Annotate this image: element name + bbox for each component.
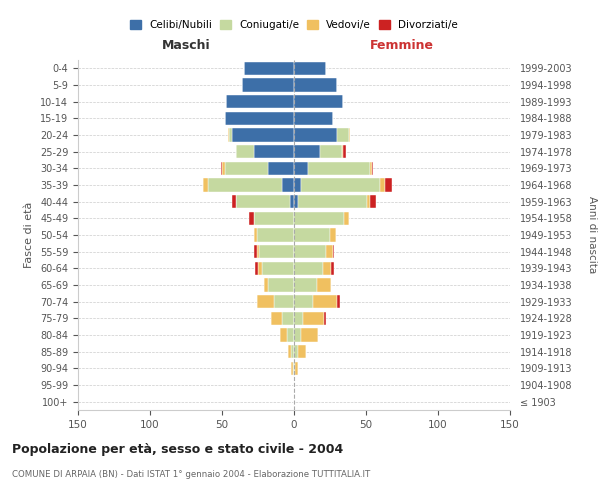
Bar — [242, 78, 294, 92]
Bar — [283, 312, 294, 325]
Bar — [259, 245, 294, 258]
Bar — [308, 162, 370, 175]
Bar — [283, 178, 294, 192]
Bar — [370, 195, 376, 208]
Bar — [380, 178, 385, 192]
Bar — [385, 178, 392, 192]
Bar — [343, 145, 346, 158]
Bar — [280, 328, 287, 342]
Bar — [337, 295, 340, 308]
Bar — [294, 345, 298, 358]
Legend: Celibi/Nubili, Coniugati/e, Vedovi/e, Divorziati/e: Celibi/Nubili, Coniugati/e, Vedovi/e, Di… — [126, 16, 462, 34]
Bar — [294, 78, 337, 92]
Bar — [349, 128, 350, 141]
Bar — [294, 145, 320, 158]
Bar — [287, 328, 294, 342]
Bar — [203, 178, 208, 192]
Bar — [250, 212, 254, 225]
Bar — [236, 195, 290, 208]
Bar — [344, 212, 349, 225]
Bar — [294, 178, 301, 192]
Text: Anni di nascita: Anni di nascita — [587, 196, 597, 274]
Bar — [295, 362, 298, 375]
Bar — [294, 328, 301, 342]
Bar — [271, 312, 283, 325]
Bar — [294, 162, 308, 175]
Bar — [229, 128, 232, 141]
Bar — [367, 195, 370, 208]
Bar — [221, 162, 222, 175]
Bar — [370, 162, 372, 175]
Bar — [294, 95, 343, 108]
Bar — [323, 262, 331, 275]
Bar — [330, 228, 336, 241]
Bar — [257, 228, 294, 241]
Bar — [264, 278, 268, 291]
Bar — [294, 278, 317, 291]
Bar — [294, 312, 302, 325]
Bar — [341, 145, 343, 158]
Bar — [293, 362, 294, 375]
Bar — [372, 162, 373, 175]
Bar — [226, 95, 294, 108]
Bar — [274, 295, 294, 308]
Bar — [225, 112, 294, 125]
Bar — [313, 295, 337, 308]
Bar — [262, 262, 294, 275]
Bar — [288, 345, 291, 358]
Bar — [294, 112, 333, 125]
Bar — [324, 312, 326, 325]
Bar — [294, 62, 326, 75]
Text: COMUNE DI ARPAIA (BN) - Dati ISTAT 1° gennaio 2004 - Elaborazione TUTTITALIA.IT: COMUNE DI ARPAIA (BN) - Dati ISTAT 1° ge… — [12, 470, 370, 479]
Bar — [208, 178, 283, 192]
Bar — [255, 262, 258, 275]
Bar — [298, 195, 367, 208]
Bar — [290, 195, 294, 208]
Bar — [294, 262, 323, 275]
Bar — [291, 345, 294, 358]
Bar — [301, 178, 380, 192]
Bar — [294, 195, 298, 208]
Y-axis label: Fasce di età: Fasce di età — [25, 202, 34, 268]
Bar — [294, 212, 344, 225]
Bar — [294, 228, 330, 241]
Bar — [268, 162, 294, 175]
Bar — [301, 328, 319, 342]
Bar — [232, 128, 294, 141]
Text: Femmine: Femmine — [370, 38, 434, 52]
Bar — [254, 145, 294, 158]
Bar — [298, 345, 305, 358]
Bar — [222, 162, 225, 175]
Bar — [257, 295, 274, 308]
Text: Maschi: Maschi — [161, 38, 211, 52]
Bar — [337, 128, 349, 141]
Bar — [258, 262, 262, 275]
Bar — [294, 295, 313, 308]
Bar — [254, 228, 257, 241]
Bar — [254, 212, 294, 225]
Bar — [294, 362, 295, 375]
Text: Popolazione per età, sesso e stato civile - 2004: Popolazione per età, sesso e stato civil… — [12, 442, 343, 456]
Bar — [254, 245, 257, 258]
Bar — [244, 62, 294, 75]
Bar — [326, 245, 333, 258]
Bar — [333, 245, 334, 258]
Bar — [320, 145, 341, 158]
Bar — [225, 162, 268, 175]
Bar — [232, 195, 236, 208]
Bar — [317, 278, 331, 291]
Bar — [294, 128, 337, 141]
Bar — [331, 262, 334, 275]
Bar — [228, 128, 229, 141]
Bar — [291, 362, 293, 375]
Bar — [294, 245, 326, 258]
Bar — [302, 312, 324, 325]
Bar — [257, 245, 259, 258]
Bar — [268, 278, 294, 291]
Bar — [236, 145, 254, 158]
